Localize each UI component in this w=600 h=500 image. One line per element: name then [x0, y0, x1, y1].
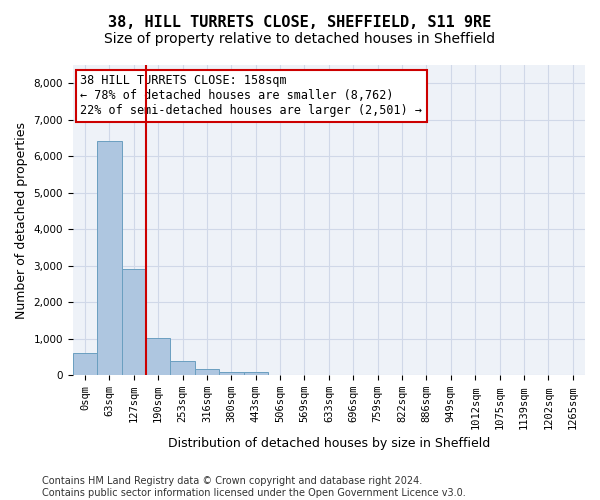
- Y-axis label: Number of detached properties: Number of detached properties: [15, 122, 28, 318]
- Text: 38, HILL TURRETS CLOSE, SHEFFIELD, S11 9RE: 38, HILL TURRETS CLOSE, SHEFFIELD, S11 9…: [109, 15, 491, 30]
- Bar: [146, 338, 170, 375]
- Text: 38 HILL TURRETS CLOSE: 158sqm
← 78% of detached houses are smaller (8,762)
22% o: 38 HILL TURRETS CLOSE: 158sqm ← 78% of d…: [80, 74, 422, 118]
- Bar: [97, 140, 122, 375]
- Text: Contains HM Land Registry data © Crown copyright and database right 2024.
Contai: Contains HM Land Registry data © Crown c…: [42, 476, 466, 498]
- Text: Size of property relative to detached houses in Sheffield: Size of property relative to detached ho…: [104, 32, 496, 46]
- Bar: [170, 362, 195, 375]
- Bar: [122, 268, 146, 375]
- Bar: [219, 372, 244, 375]
- X-axis label: Distribution of detached houses by size in Sheffield: Distribution of detached houses by size …: [168, 437, 490, 450]
- Bar: [195, 369, 219, 375]
- Bar: [73, 352, 97, 375]
- Bar: [244, 372, 268, 375]
